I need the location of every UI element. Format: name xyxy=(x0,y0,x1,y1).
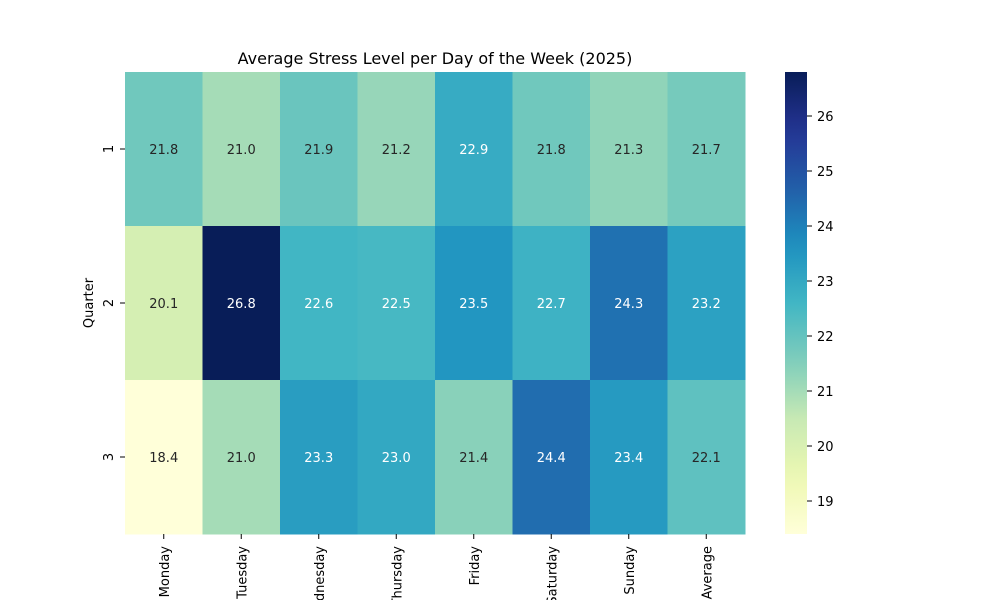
cell-value-label: 23.0 xyxy=(382,451,411,466)
colorbar-tick-label: 24 xyxy=(817,220,834,235)
heatmap-cell xyxy=(435,226,513,381)
heatmap-cell xyxy=(357,72,436,227)
y-tick-label: 2 xyxy=(102,299,117,307)
x-tick-label: Thursday xyxy=(390,546,405,600)
cell-value-label: 26.8 xyxy=(227,297,256,312)
cell-value-label: 21.9 xyxy=(304,143,333,158)
x-tick-label: Saturday xyxy=(545,546,560,600)
cell-value-label: 24.3 xyxy=(614,297,643,312)
cell-value-label: 24.4 xyxy=(537,451,566,466)
x-tick-label: Wednesday xyxy=(313,546,328,600)
cell-value-label: 21.4 xyxy=(459,451,488,466)
cell-value-label: 23.4 xyxy=(614,451,643,466)
heatmap-cell xyxy=(280,72,358,227)
heatmap-cell xyxy=(667,226,746,381)
cell-value-label: 22.1 xyxy=(692,451,721,466)
colorbar-tick-label: 20 xyxy=(817,440,834,455)
heatmap-cell xyxy=(512,72,591,227)
cell-value-label: 21.8 xyxy=(537,143,566,158)
cell-value-label: 22.9 xyxy=(459,143,488,158)
cell-value-label: 21.0 xyxy=(227,451,256,466)
heatmap-cell xyxy=(202,226,281,381)
cell-value-label: 21.3 xyxy=(614,143,643,158)
heatmap-cell xyxy=(280,226,358,381)
heatmap-cells xyxy=(125,72,746,535)
y-tick-label: 1 xyxy=(102,145,117,153)
cell-value-label: 21.7 xyxy=(692,143,721,158)
x-tick-label: Monday xyxy=(158,546,173,598)
y-tick-label: 3 xyxy=(102,453,117,461)
colorbar-tick-label: 25 xyxy=(817,165,834,180)
heatmap-cell xyxy=(512,226,591,381)
heatmap-cell xyxy=(667,72,746,227)
x-tick-label: Friday xyxy=(468,546,483,586)
colorbar-tick-label: 21 xyxy=(817,385,834,400)
heatmap-cell xyxy=(280,380,358,535)
heatmap-cell xyxy=(590,226,668,381)
heatmap-cell xyxy=(590,380,668,535)
cell-value-label: 20.1 xyxy=(149,297,178,312)
colorbar-gradient xyxy=(785,72,807,534)
heatmap-cell xyxy=(202,72,281,227)
x-tick-label: Average xyxy=(700,546,715,599)
heatmap-cell xyxy=(357,226,436,381)
cell-value-label: 21.8 xyxy=(149,143,178,158)
heatmap-cell xyxy=(125,380,203,535)
colorbar-tick-label: 23 xyxy=(817,275,834,290)
heatmap-cell xyxy=(202,380,281,535)
cell-value-label: 21.2 xyxy=(382,143,411,158)
colorbar-tick-label: 22 xyxy=(817,330,834,345)
heatmap-cell xyxy=(590,72,668,227)
y-axis-label: Quarter xyxy=(82,277,97,328)
x-tick-label: Sunday xyxy=(623,546,638,595)
heatmap-cell xyxy=(357,380,436,535)
cell-value-label: 23.5 xyxy=(459,297,488,312)
heatmap-cell xyxy=(435,72,513,227)
colorbar-tick-label: 19 xyxy=(817,495,834,510)
cell-value-label: 22.7 xyxy=(537,297,566,312)
colorbar: 19 20 21 22 23 24 25 26 xyxy=(785,72,834,534)
heatmap-cell xyxy=(667,380,746,535)
chart-title: Average Stress Level per Day of the Week… xyxy=(238,49,633,68)
x-axis: Monday Tuesday Wednesday Thursday Friday Satu… xyxy=(158,534,715,600)
cell-value-label: 22.5 xyxy=(382,297,411,312)
heatmap-cell xyxy=(512,380,591,535)
heatmap-cell xyxy=(125,72,203,227)
cell-value-label: 22.6 xyxy=(304,297,333,312)
cell-value-label: 21.0 xyxy=(227,143,256,158)
colorbar-tick-label: 26 xyxy=(817,110,834,125)
cell-value-label: 23.2 xyxy=(692,297,721,312)
heatmap-cell xyxy=(435,380,513,535)
cell-value-label: 18.4 xyxy=(149,451,178,466)
heatmap-cell xyxy=(125,226,203,381)
cell-value-label: 23.3 xyxy=(304,451,333,466)
heatmap-cell-labels: 21.8 21.0 21.9 21.2 22.9 21.8 21.3 21.7 20.1 26.8… xyxy=(149,143,720,466)
y-axis: 1 2 3 xyxy=(102,145,125,461)
x-tick-label: Tuesday xyxy=(235,546,250,600)
